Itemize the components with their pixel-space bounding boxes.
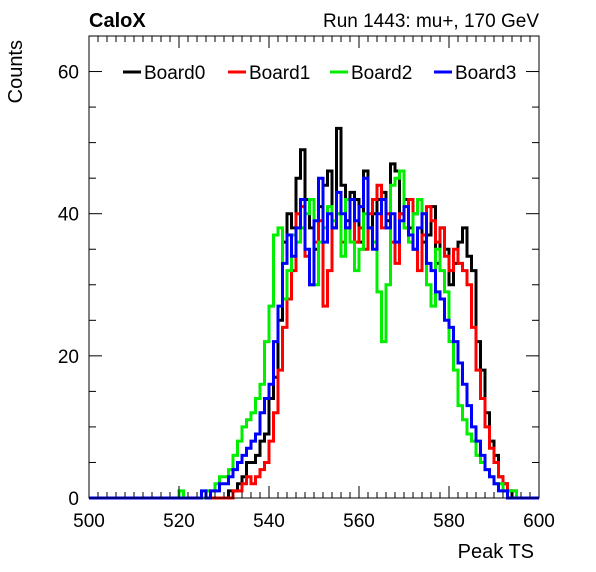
x-tick-label: 520: [163, 511, 195, 532]
y-axis-label: Counts: [5, 40, 27, 103]
ticks-layer: 500 520 540 560 580 600 0 20 40 60: [58, 35, 555, 532]
legend-label: Board0: [144, 63, 205, 84]
legend-item-board0: Board0: [123, 63, 205, 84]
series-board2-histogram: [89, 169, 539, 500]
legend-item-board3: Board3: [434, 63, 516, 84]
series-board3-histogram: [89, 176, 539, 500]
x-tick-label: 500: [73, 511, 105, 532]
y-tick-label: 20: [58, 347, 79, 368]
x-tick-label: 560: [343, 511, 375, 532]
legend-label: Board3: [455, 63, 516, 84]
legend-item-board1: Board1: [228, 63, 310, 84]
x-tick-label: 600: [523, 511, 555, 532]
x-tick-label: 580: [433, 511, 465, 532]
legend: Board0 Board1 Board2 Board3: [123, 63, 516, 84]
y-tick-label: 40: [58, 205, 79, 226]
x-tick-label: 540: [253, 511, 285, 532]
legend-label: Board1: [249, 63, 310, 84]
x-axis-label: Peak TS: [458, 541, 534, 563]
series-board1-histogram: [89, 183, 539, 500]
y-tick-label: 60: [58, 63, 79, 84]
legend-item-board2: Board2: [330, 63, 412, 84]
legend-label: Board2: [351, 63, 412, 84]
chart-title: Run 1443: mu+, 170 GeV: [323, 11, 539, 32]
series-board0-histogram: [89, 126, 539, 500]
experiment-label: CaloX: [89, 10, 146, 32]
y-tick-label: 0: [68, 489, 79, 510]
series-layer: [89, 126, 539, 500]
